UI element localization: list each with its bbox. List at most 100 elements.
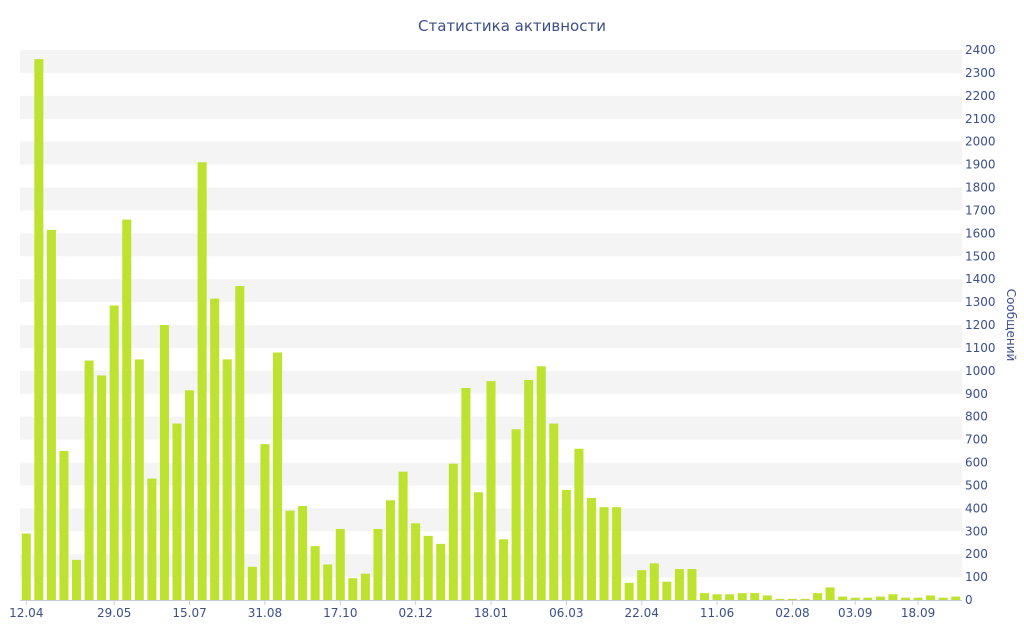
bar[interactable] <box>762 595 772 600</box>
grid-band <box>20 95 962 119</box>
grid-band <box>20 50 962 73</box>
bar[interactable] <box>813 593 823 601</box>
y-axis-label: Сообщений <box>1004 289 1018 362</box>
y-tick-label: 800 <box>965 410 988 424</box>
y-tick-label: 200 <box>965 547 988 561</box>
bar[interactable] <box>46 229 56 600</box>
bar[interactable] <box>411 523 421 600</box>
bar[interactable] <box>612 507 622 600</box>
bar[interactable] <box>838 596 848 600</box>
bar[interactable] <box>637 570 647 600</box>
bar[interactable] <box>549 423 559 600</box>
bar[interactable] <box>21 533 31 600</box>
bar[interactable] <box>423 535 433 600</box>
bar[interactable] <box>825 587 835 600</box>
bar[interactable] <box>900 597 910 600</box>
x-tick-label: 15.07 <box>172 606 206 620</box>
bar[interactable] <box>524 380 534 600</box>
bar[interactable] <box>210 298 220 600</box>
bar[interactable] <box>473 492 483 600</box>
bar[interactable] <box>172 423 182 600</box>
bar[interactable] <box>97 375 107 600</box>
y-axis-ticks: 0 100 200 300 400 500 600 700 800 900 1000 1100 1200… <box>965 43 996 607</box>
bar[interactable] <box>222 359 232 601</box>
bar[interactable] <box>599 507 609 600</box>
bar[interactable] <box>649 563 659 600</box>
bar[interactable] <box>134 359 144 601</box>
bar[interactable] <box>197 162 207 601</box>
bar[interactable] <box>335 528 345 600</box>
bar[interactable] <box>84 360 94 600</box>
bar[interactable] <box>674 569 684 600</box>
bar[interactable] <box>574 448 584 600</box>
bar[interactable] <box>586 498 596 600</box>
y-tick-label: 600 <box>965 456 988 470</box>
bar[interactable] <box>109 305 119 600</box>
bar[interactable] <box>373 528 383 600</box>
bar[interactable] <box>272 352 282 601</box>
bar[interactable] <box>926 595 936 600</box>
bar[interactable] <box>750 593 760 601</box>
bar[interactable] <box>561 490 571 600</box>
bar[interactable] <box>285 510 295 601</box>
y-tick-label: 1500 <box>965 249 996 263</box>
x-tick-label: 03.09 <box>838 606 872 620</box>
x-tick-label: 18.09 <box>901 606 935 620</box>
y-tick-label: 1900 <box>965 158 996 172</box>
bar[interactable] <box>800 598 810 600</box>
y-tick-label: 2100 <box>965 112 996 126</box>
y-tick-label: 1800 <box>965 181 996 195</box>
bar[interactable] <box>310 546 320 600</box>
bar[interactable] <box>712 594 722 600</box>
bar[interactable] <box>59 451 69 600</box>
y-tick-label: 2300 <box>965 66 996 80</box>
bar[interactable] <box>951 596 961 600</box>
bar[interactable] <box>159 325 169 600</box>
x-tick-label: 18.01 <box>474 606 508 620</box>
bar[interactable] <box>536 366 546 600</box>
bar[interactable] <box>687 569 697 600</box>
bar[interactable] <box>247 566 257 600</box>
y-tick-label: 2200 <box>965 89 996 103</box>
x-tick-label: 22.04 <box>625 606 659 620</box>
bar[interactable] <box>700 593 710 601</box>
y-tick-label: 1000 <box>965 364 996 378</box>
x-tick-label: 31.08 <box>248 606 282 620</box>
bar[interactable] <box>938 597 948 600</box>
bar[interactable] <box>185 390 195 600</box>
bar[interactable] <box>398 471 408 600</box>
bar[interactable] <box>122 219 132 600</box>
bar[interactable] <box>298 506 308 600</box>
bar[interactable] <box>360 573 370 600</box>
bar[interactable] <box>499 539 509 600</box>
bar[interactable] <box>913 597 923 600</box>
bar[interactable] <box>725 594 735 600</box>
bar[interactable] <box>511 429 521 600</box>
y-tick-label: 500 <box>965 478 988 492</box>
bar[interactable] <box>147 478 157 600</box>
bar[interactable] <box>436 543 446 600</box>
bar[interactable] <box>662 581 672 600</box>
bar[interactable] <box>875 596 885 600</box>
bar[interactable] <box>787 598 797 600</box>
bar[interactable] <box>737 593 747 601</box>
bar[interactable] <box>863 597 873 600</box>
bar[interactable] <box>461 388 471 600</box>
bar[interactable] <box>323 564 333 600</box>
bar[interactable] <box>34 59 44 601</box>
grid-band <box>20 279 962 303</box>
bar[interactable] <box>624 582 634 600</box>
bar[interactable] <box>888 594 898 600</box>
bar[interactable] <box>72 559 82 600</box>
bar[interactable] <box>775 598 785 600</box>
y-tick-label: 1200 <box>965 318 996 332</box>
grid-band <box>20 187 962 211</box>
bar[interactable] <box>260 444 270 600</box>
bar[interactable] <box>850 597 860 600</box>
bar[interactable] <box>386 500 396 600</box>
bar[interactable] <box>348 578 358 600</box>
bar[interactable] <box>486 381 496 600</box>
bar[interactable] <box>235 286 245 600</box>
bar[interactable] <box>448 463 458 600</box>
